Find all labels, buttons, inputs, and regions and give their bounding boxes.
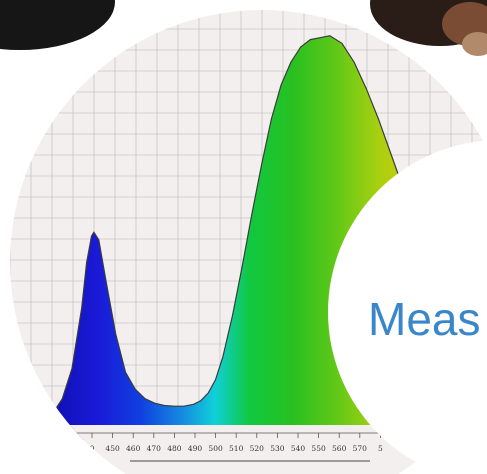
x-tick-label: 570 (353, 444, 368, 453)
partial-title: Meas (368, 293, 481, 345)
x-tick-label: 550 (311, 444, 326, 453)
x-tick-label: 540 (291, 444, 306, 453)
x-tick-label: 490 (188, 444, 203, 453)
x-tick-label: 480 (167, 444, 182, 453)
x-tick-label: 530 (270, 444, 285, 453)
x-tick-label: 500 (208, 444, 223, 453)
x-tick-label: 460 (126, 444, 141, 453)
x-tick-label: 0 (90, 444, 95, 453)
title-circle (328, 140, 487, 474)
x-tick-label: 5 (378, 444, 383, 453)
x-tick-label: 520 (250, 444, 265, 453)
x-tick-label: 510 (229, 444, 244, 453)
photo-dark-fragment (0, 0, 115, 50)
x-tick-label: 470 (147, 444, 162, 453)
x-tick-label: 560 (332, 444, 347, 453)
x-tick-label: 450 (105, 444, 120, 453)
